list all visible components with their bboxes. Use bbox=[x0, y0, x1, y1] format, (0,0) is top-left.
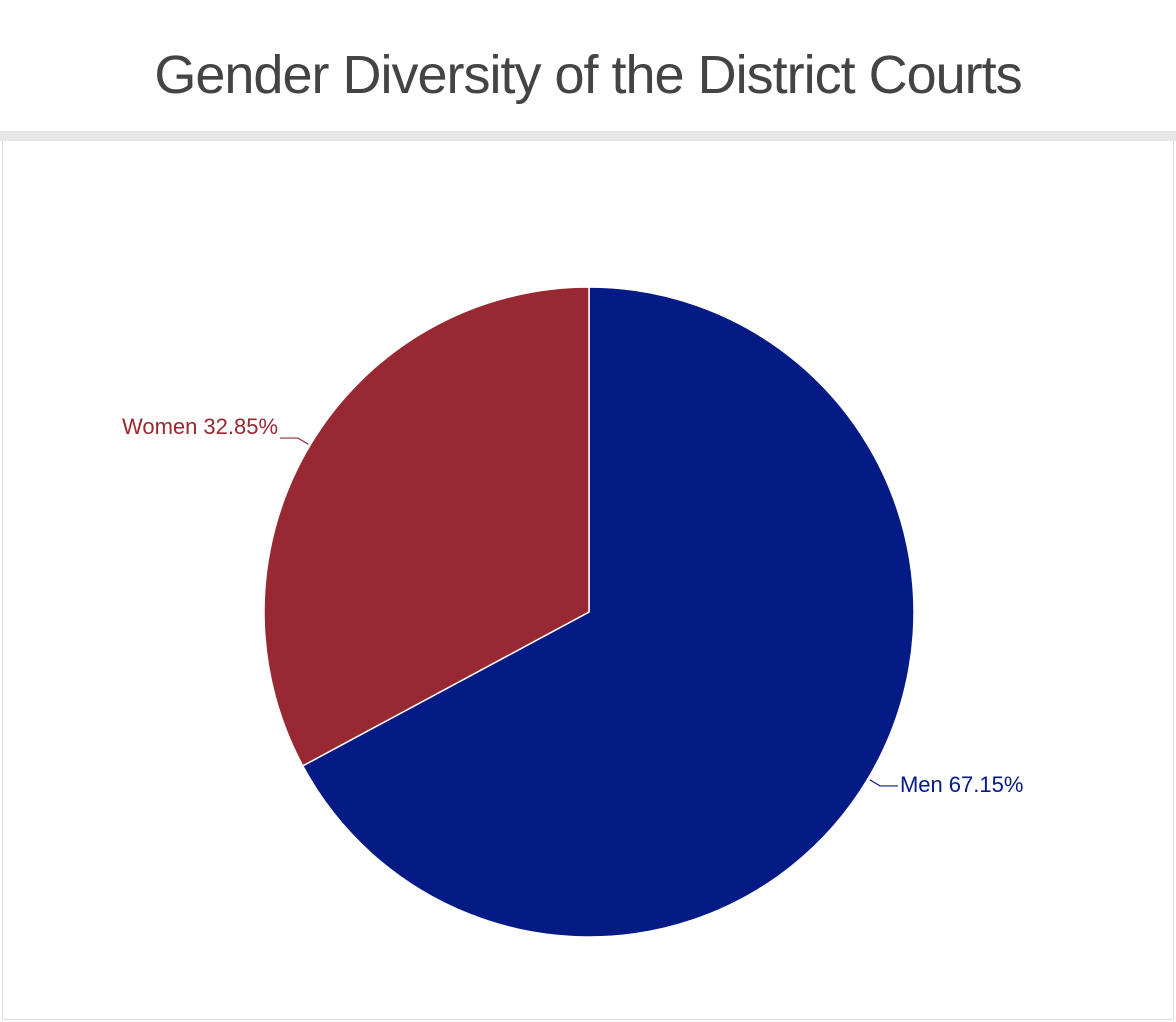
leader-line bbox=[869, 779, 898, 787]
separator bbox=[0, 131, 1176, 141]
leader-line bbox=[280, 437, 309, 445]
category-label: Women bbox=[122, 414, 197, 439]
pie-slice bbox=[263, 286, 590, 767]
header: Gender Diversity of the District Courts bbox=[0, 0, 1176, 131]
value-label: 32.85% bbox=[203, 414, 278, 439]
category-label: Men bbox=[900, 772, 943, 797]
chart-title: Gender Diversity of the District Courts bbox=[154, 45, 1022, 105]
value-label: 67.15% bbox=[949, 772, 1024, 797]
data-label: Men 67.15% bbox=[900, 772, 1023, 797]
pie-slice bbox=[301, 286, 915, 938]
data-label: Women 32.85% bbox=[122, 414, 278, 439]
